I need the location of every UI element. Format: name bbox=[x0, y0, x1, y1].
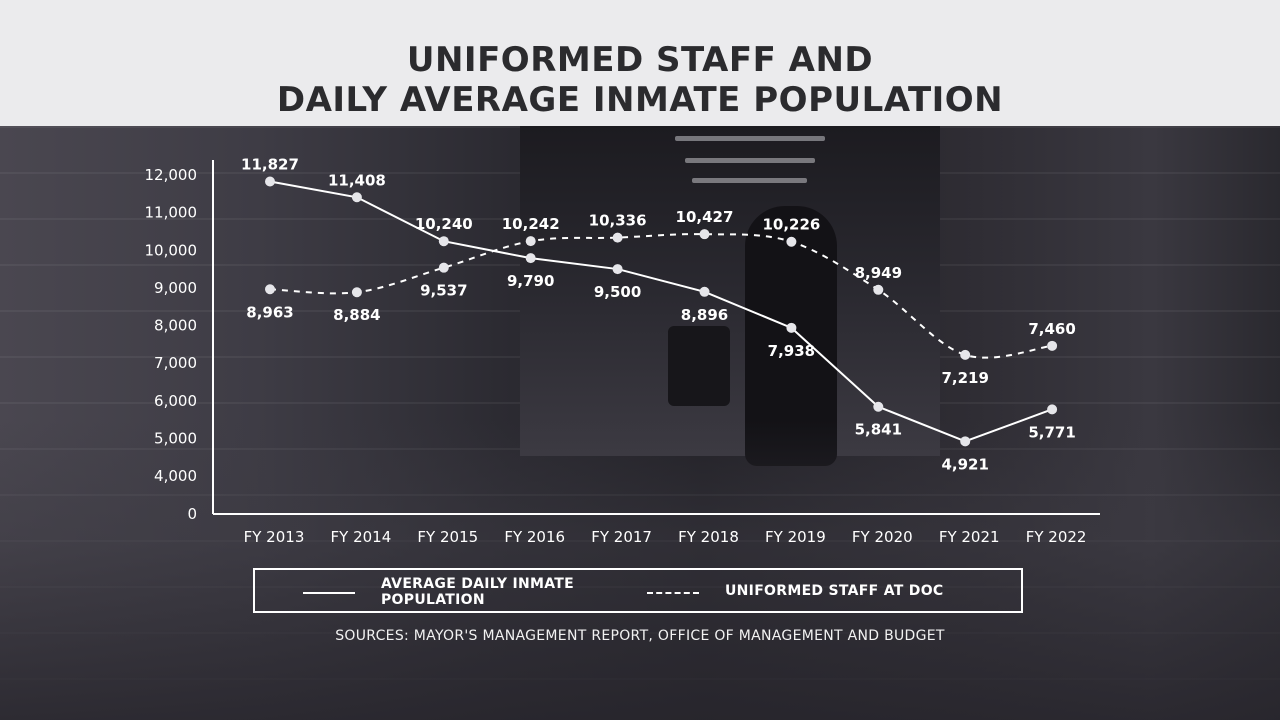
sources-note: SOURCES: MAYOR'S MANAGEMENT REPORT, OFFI… bbox=[335, 628, 945, 644]
corridor-shape bbox=[520, 126, 940, 456]
point-uniformed-staff bbox=[438, 262, 449, 273]
data-label-uniformed-staff: 9,537 bbox=[420, 282, 467, 300]
legend-dashed-line-swatch bbox=[647, 592, 699, 594]
data-label-inmate-population: 5,841 bbox=[855, 421, 902, 439]
point-inmate-population bbox=[525, 253, 536, 264]
data-label-inmate-population: 10,240 bbox=[415, 215, 473, 233]
legend-label-inmate-population: AVERAGE DAILY INMATE POPULATION bbox=[381, 576, 574, 608]
chart-title-line-1: UNIFORMED STAFF AND bbox=[406, 40, 874, 80]
data-label-inmate-population: 4,921 bbox=[941, 455, 988, 473]
y-tick-label: 7,000 bbox=[154, 354, 197, 372]
y-tick-label: 4,000 bbox=[154, 467, 197, 485]
series-lines bbox=[269, 180, 1053, 443]
data-label-uniformed-staff: 7,219 bbox=[941, 369, 988, 387]
series-line-inmate-population bbox=[269, 180, 1053, 443]
y-axis-ticks: 0 4,000 5,000 6,000 7,000 8,000 9,000 10,000 11,… bbox=[145, 166, 198, 523]
data-label-uniformed-staff: 10,427 bbox=[676, 208, 734, 226]
point-uniformed-staff bbox=[1047, 340, 1058, 351]
y-tick-label: 8,000 bbox=[154, 317, 197, 335]
point-inmate-population bbox=[873, 401, 884, 412]
point-inmate-population bbox=[265, 176, 275, 187]
x-tick-label: FY 2013 bbox=[244, 528, 305, 546]
x-tick-label: FY 2015 bbox=[417, 528, 478, 546]
point-inmate-population bbox=[960, 436, 971, 447]
y-tick-label: 5,000 bbox=[154, 429, 197, 447]
data-labels: 11,827 11,408 10,240 9,790 9,500 8,896 7,938 5,… bbox=[241, 156, 1076, 474]
data-label-inmate-population: 11,827 bbox=[241, 156, 299, 174]
x-tick-label: FY 2021 bbox=[939, 528, 1000, 546]
data-label-uniformed-staff: 10,226 bbox=[762, 216, 820, 234]
point-inmate-population bbox=[1047, 404, 1058, 415]
x-tick-label: FY 2019 bbox=[765, 528, 826, 546]
data-label-uniformed-staff: 8,949 bbox=[855, 264, 902, 282]
series-points bbox=[265, 176, 1058, 447]
data-label-inmate-population: 9,500 bbox=[594, 283, 641, 301]
point-inmate-population bbox=[351, 192, 362, 203]
data-label-uniformed-staff: 8,963 bbox=[246, 303, 293, 321]
legend: AVERAGE DAILY INMATE POPULATION UNIFORME… bbox=[253, 568, 1023, 613]
data-label-inmate-population: 11,408 bbox=[328, 171, 386, 189]
x-tick-label: FY 2016 bbox=[504, 528, 565, 546]
series-line-uniformed-staff bbox=[269, 233, 1053, 359]
legend-solid-line-swatch bbox=[303, 592, 355, 594]
point-uniformed-staff bbox=[873, 284, 884, 295]
data-label-inmate-population: 9,790 bbox=[507, 272, 554, 290]
title-bar: UNIFORMED STAFF AND DAILY AVERAGE INMATE… bbox=[0, 0, 1280, 126]
data-label-uniformed-staff: 10,336 bbox=[589, 212, 647, 230]
chart-title: UNIFORMED STAFF AND DAILY AVERAGE INMATE… bbox=[0, 40, 1280, 120]
ceiling-light bbox=[675, 136, 825, 141]
point-uniformed-staff bbox=[786, 236, 797, 247]
point-uniformed-staff bbox=[265, 284, 275, 295]
y-tick-label: 11,000 bbox=[145, 204, 198, 222]
legend-label-uniformed-staff: UNIFORMED STAFF AT DOC bbox=[725, 583, 944, 599]
x-tick-label: FY 2017 bbox=[591, 528, 652, 546]
data-label-inmate-population: 7,938 bbox=[768, 342, 815, 360]
y-tick-label: 6,000 bbox=[154, 392, 197, 410]
ceiling-light bbox=[685, 158, 815, 163]
ceiling-light bbox=[692, 178, 807, 183]
data-label-inmate-population: 8,896 bbox=[681, 306, 728, 324]
y-tick-label: 9,000 bbox=[154, 279, 197, 297]
bin-shape bbox=[668, 326, 730, 406]
point-uniformed-staff bbox=[525, 236, 536, 247]
x-axis-ticks: FY 2013 FY 2014 FY 2015 FY 2016 FY 2017 FY 20… bbox=[244, 528, 1087, 546]
y-tick-label: 0 bbox=[187, 505, 197, 523]
point-uniformed-staff bbox=[612, 232, 623, 243]
data-label-uniformed-staff: 10,242 bbox=[502, 215, 560, 233]
y-tick-label: 12,000 bbox=[145, 166, 198, 184]
data-label-uniformed-staff: 8,884 bbox=[333, 306, 380, 324]
point-uniformed-staff bbox=[699, 229, 710, 240]
point-inmate-population bbox=[786, 322, 797, 333]
point-inmate-population bbox=[612, 264, 623, 275]
x-tick-label: FY 2014 bbox=[331, 528, 392, 546]
point-uniformed-staff bbox=[351, 287, 362, 298]
y-tick-label: 10,000 bbox=[145, 241, 198, 259]
data-label-uniformed-staff: 7,460 bbox=[1028, 320, 1075, 338]
chart-axes bbox=[212, 160, 1100, 515]
x-tick-label: FY 2022 bbox=[1026, 528, 1087, 546]
x-tick-label: FY 2020 bbox=[852, 528, 913, 546]
point-uniformed-staff bbox=[960, 349, 971, 360]
data-label-inmate-population: 5,771 bbox=[1028, 423, 1075, 441]
point-inmate-population bbox=[438, 236, 449, 247]
chart-title-line-2: DAILY AVERAGE INMATE POPULATION bbox=[276, 80, 1004, 120]
x-tick-label: FY 2018 bbox=[678, 528, 739, 546]
point-inmate-population bbox=[699, 286, 710, 297]
